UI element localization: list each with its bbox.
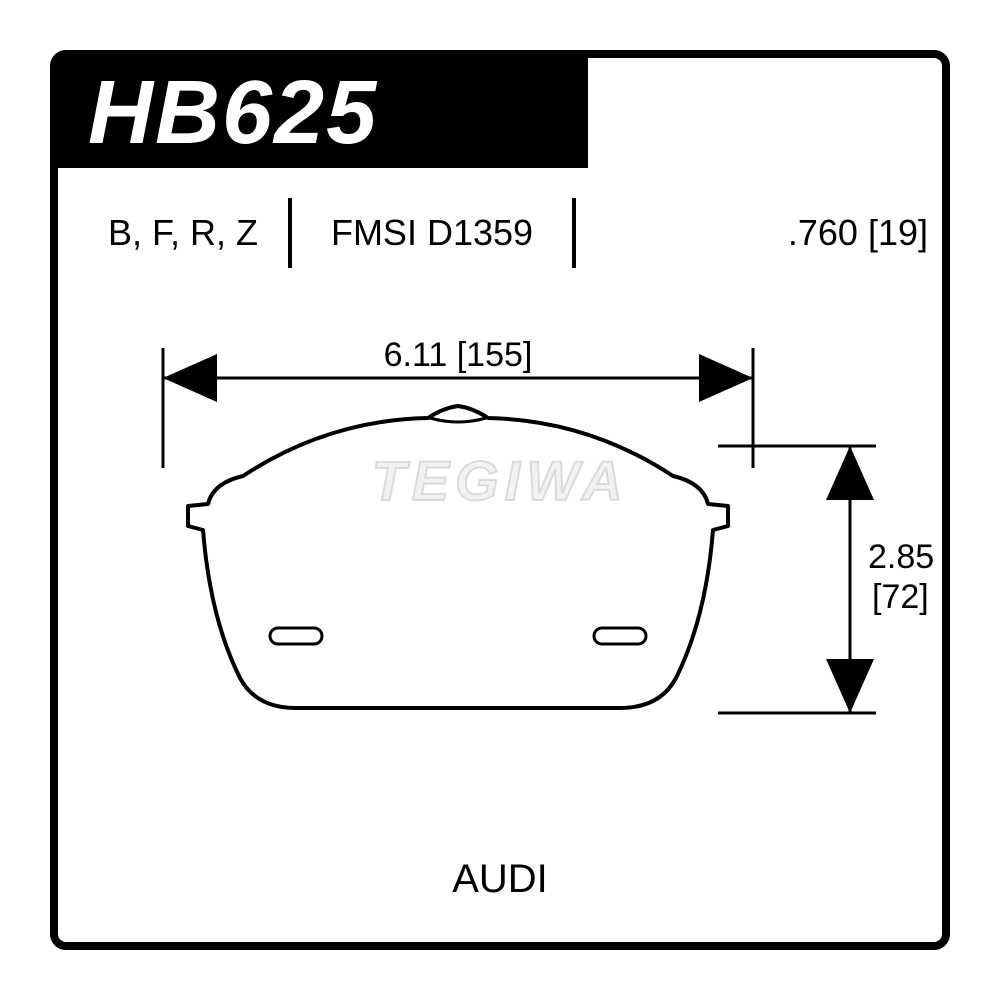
thickness-mm: [19] xyxy=(868,212,928,253)
pad-top-tab xyxy=(430,418,486,422)
width-in: 6.11 xyxy=(384,336,448,374)
diagram-frame: HB625 B, F, R, Z FMSI D1359 .760 [19] TE… xyxy=(50,50,950,950)
pad-outline xyxy=(188,406,728,708)
height-in-text: 2.85 xyxy=(868,538,934,576)
width-dim-text: 6.11 [155] xyxy=(384,336,533,374)
info-row: B, F, R, Z FMSI D1359 .760 [19] xyxy=(78,198,938,268)
height-mm-text: [72] xyxy=(872,578,929,616)
width-mm: [155] xyxy=(457,336,533,374)
thickness-label: .760 [19] xyxy=(576,212,938,254)
compounds-label: B, F, R, Z xyxy=(78,212,288,254)
diagram-container: HB625 B, F, R, Z FMSI D1359 .760 [19] TE… xyxy=(0,0,1000,1000)
brake-pad-shape xyxy=(188,406,728,708)
title-band: HB625 xyxy=(58,58,588,168)
product-code: HB625 xyxy=(88,62,378,165)
drawing-svg: 6.11 [155] 2.85 [72] xyxy=(58,278,942,838)
thickness-in: .760 xyxy=(788,212,858,253)
slot-right xyxy=(594,628,646,644)
vehicle-make-label: AUDI xyxy=(58,857,942,902)
fmsi-label: FMSI D1359 xyxy=(292,212,572,254)
slot-left xyxy=(270,628,322,644)
